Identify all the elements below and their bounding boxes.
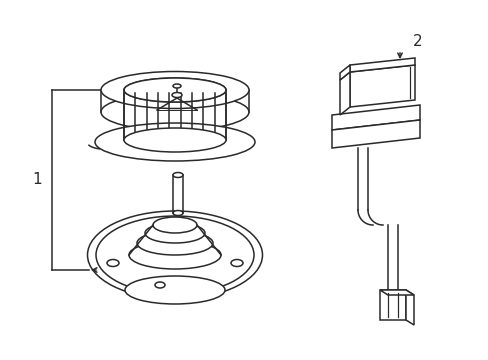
Ellipse shape	[173, 211, 183, 216]
Ellipse shape	[107, 260, 119, 266]
Ellipse shape	[101, 72, 248, 108]
Ellipse shape	[124, 78, 225, 102]
Ellipse shape	[173, 172, 183, 177]
Ellipse shape	[145, 223, 204, 243]
Ellipse shape	[129, 241, 221, 269]
Ellipse shape	[172, 93, 182, 98]
Polygon shape	[405, 290, 413, 325]
Ellipse shape	[173, 84, 181, 88]
Ellipse shape	[124, 78, 225, 102]
Polygon shape	[349, 65, 414, 107]
Polygon shape	[339, 72, 349, 115]
Ellipse shape	[153, 217, 197, 233]
Ellipse shape	[101, 94, 248, 130]
Ellipse shape	[87, 211, 262, 299]
Ellipse shape	[230, 260, 243, 266]
Polygon shape	[379, 290, 413, 295]
Polygon shape	[339, 65, 349, 80]
Polygon shape	[331, 120, 419, 148]
Ellipse shape	[137, 231, 213, 255]
Text: 1: 1	[32, 172, 42, 188]
Ellipse shape	[96, 216, 253, 294]
Ellipse shape	[95, 123, 254, 161]
Polygon shape	[331, 105, 419, 130]
Text: 2: 2	[412, 35, 422, 49]
Ellipse shape	[124, 128, 225, 152]
Polygon shape	[379, 290, 405, 320]
Ellipse shape	[125, 276, 224, 304]
Polygon shape	[349, 58, 414, 72]
Ellipse shape	[155, 282, 164, 288]
